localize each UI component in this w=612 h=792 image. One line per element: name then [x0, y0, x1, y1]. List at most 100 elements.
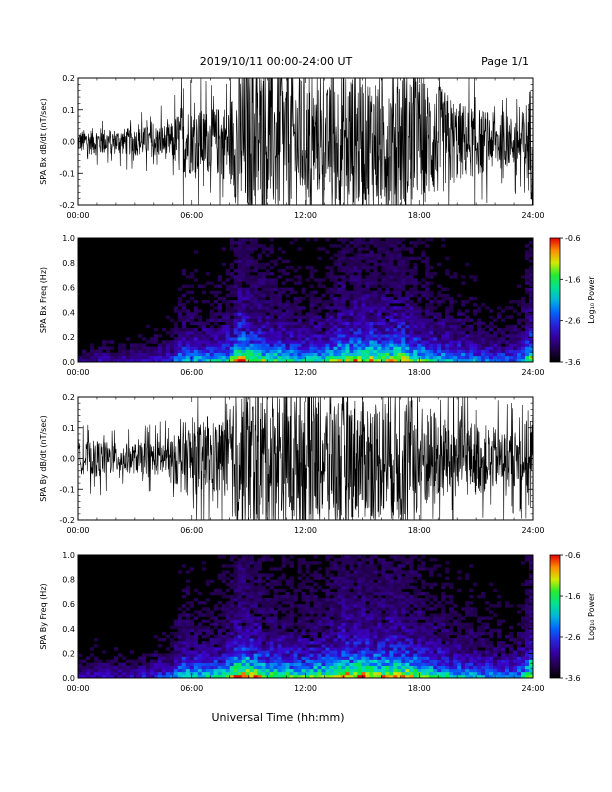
spectrogram-cell	[253, 653, 258, 657]
spectrogram-cell	[381, 278, 386, 282]
spectrogram-cell	[81, 665, 87, 670]
spectrogram-cell	[78, 665, 83, 670]
spectrogram-cell	[205, 343, 211, 347]
spectrogram-cell	[389, 567, 394, 571]
spectrogram-cell	[425, 598, 430, 602]
spectrogram-cell	[389, 668, 394, 673]
spectrogram-cell	[321, 324, 326, 329]
spectrogram-cell	[253, 662, 258, 667]
spectrogram-cell	[377, 331, 382, 335]
spectrogram-cell	[249, 631, 254, 636]
spectrogram-cell	[485, 343, 490, 347]
spectrogram-cell	[109, 665, 115, 670]
spectrogram-cell	[449, 650, 454, 654]
spectrogram-cell	[301, 625, 306, 630]
spectrogram-cell	[393, 349, 398, 353]
spectrogram-cell	[269, 647, 274, 651]
spectrogram-cell	[261, 601, 266, 605]
spectrogram-cell	[173, 644, 179, 648]
spectrogram-cell	[465, 665, 470, 670]
spectrogram-cell	[289, 343, 294, 347]
spectrogram-cell	[377, 585, 382, 590]
spectrogram-cell	[285, 598, 290, 602]
spectrogram-cell	[325, 567, 330, 571]
spectrogram-cell	[301, 613, 306, 617]
spectrogram-cell	[441, 644, 446, 648]
spectrogram-cell	[189, 625, 195, 630]
spectrogram-cell	[381, 346, 386, 350]
spectrogram-cell	[281, 355, 286, 360]
spectrogram-cell	[225, 306, 230, 310]
spectrogram-cell	[205, 318, 211, 322]
spectrogram-cell	[341, 253, 346, 257]
spectrogram-cell	[181, 358, 187, 362]
spectrogram-cell	[365, 656, 370, 660]
spectrogram-cell	[489, 358, 494, 362]
spectrogram-cell	[157, 656, 163, 660]
spectrogram-cell	[233, 561, 238, 565]
spectrogram-cell	[293, 598, 298, 602]
spectrogram-cell	[197, 309, 203, 313]
spectrogram-cell	[409, 576, 414, 580]
spectrogram-cell	[353, 300, 358, 304]
spectrogram-cell	[97, 352, 103, 357]
spectrogram-cell	[445, 352, 450, 357]
series-line	[78, 397, 533, 520]
spectrogram-cell	[393, 555, 398, 559]
spectrogram-cell	[397, 613, 402, 617]
spectrogram-cell	[341, 591, 346, 596]
spectrogram-cell	[329, 619, 334, 623]
spectrogram-cell	[437, 293, 442, 298]
spectrogram-cell	[273, 594, 278, 599]
spectrogram-cell	[317, 321, 322, 326]
spectrogram-cell	[465, 659, 470, 663]
spectrogram-cell	[285, 306, 290, 310]
spectrogram-cell	[185, 591, 191, 596]
spectrogram-cell	[301, 331, 306, 335]
spectrogram-cell	[397, 256, 402, 260]
spectrogram-cell	[425, 582, 430, 587]
spectrogram-cell	[457, 343, 462, 347]
spectrogram-cell	[297, 247, 302, 251]
spectrogram-cell	[305, 349, 310, 353]
spectrogram-cell	[417, 349, 422, 353]
spectrogram-cell	[353, 607, 358, 611]
spectrogram-cell	[529, 312, 533, 316]
spectrogram-cell	[257, 650, 262, 654]
spectrogram-cell	[369, 318, 374, 322]
spectrogram-cell	[125, 665, 131, 670]
spectrogram-cell	[205, 331, 211, 335]
spectrogram-cell	[313, 607, 318, 611]
spectrogram-cell	[349, 650, 354, 654]
spectrogram-cell	[505, 346, 510, 350]
spectrogram-cell	[261, 340, 266, 344]
spectrogram-cell	[245, 607, 250, 611]
spectrogram-cell	[413, 309, 418, 313]
spectrogram-cell	[329, 343, 334, 347]
spectrogram-cell	[281, 594, 286, 599]
spectrogram-cell	[437, 358, 442, 362]
spectrogram-cell	[209, 355, 214, 360]
spectrogram-cell	[217, 613, 222, 617]
spectrogram-cell	[265, 634, 270, 639]
spectrogram-cell	[85, 665, 91, 670]
spectrogram-cell	[313, 647, 318, 651]
spectrogram-cell	[369, 253, 374, 257]
spectrogram-cell	[277, 318, 282, 322]
spectrogram-cell	[413, 622, 418, 627]
spectrogram-cell	[329, 306, 334, 310]
spectrogram-cell	[309, 269, 314, 273]
spectrogram-cell	[449, 343, 454, 347]
spectrogram-cell	[329, 567, 334, 571]
spectrogram-cell	[229, 275, 234, 279]
spectrogram-cell	[257, 567, 262, 571]
spectrogram-cell	[265, 644, 270, 648]
spectrogram-cell	[373, 340, 378, 344]
spectrogram-cell	[221, 315, 226, 319]
spectrogram-cell	[477, 355, 482, 360]
spectrogram-cell	[309, 634, 314, 639]
spectrogram-cell	[397, 337, 402, 341]
spectrogram-cell	[341, 634, 346, 639]
spectrogram-cell	[325, 610, 330, 614]
spectrogram-cell	[309, 607, 314, 611]
